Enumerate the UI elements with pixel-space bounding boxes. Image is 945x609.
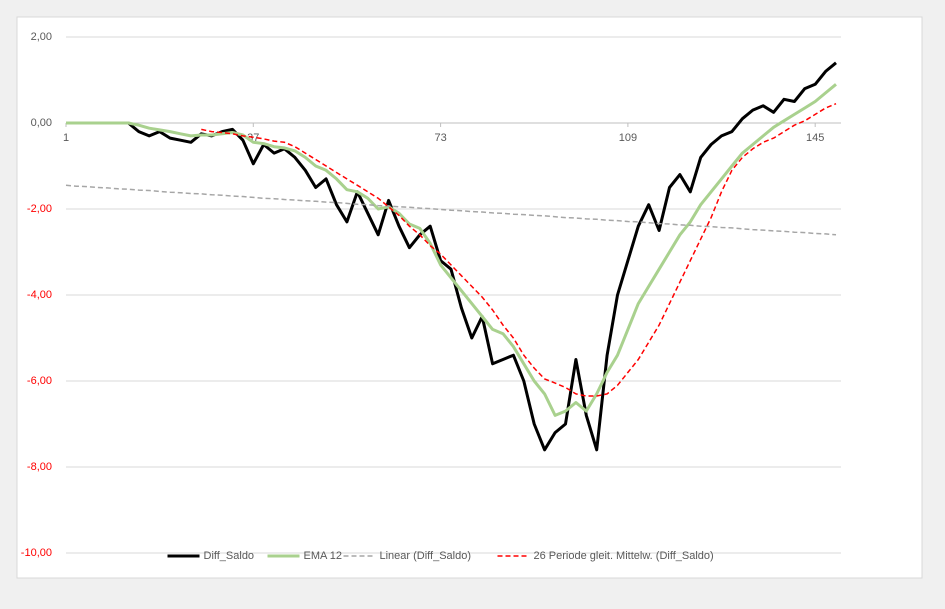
series-line	[66, 61, 837, 452]
x-tick-label: 1	[63, 132, 69, 144]
x-tick-label: 73	[434, 132, 446, 144]
y-tick-label: -2,00	[27, 203, 52, 215]
y-tick-label: -8,00	[27, 461, 52, 473]
legend-label: Linear (Diff_Saldo)	[380, 550, 472, 562]
legend-label: 26 Periode gleit. Mittelw. (Diff_Saldo)	[534, 550, 714, 562]
x-tick-label: 145	[806, 132, 824, 144]
series-line	[201, 103, 837, 397]
legend-label: EMA 12	[304, 550, 343, 562]
y-tick-label: 2,00	[31, 31, 52, 43]
y-tick-label: -4,00	[27, 289, 52, 301]
y-tick-label: 0,00	[31, 117, 52, 129]
y-tick-label: -6,00	[27, 375, 52, 387]
series-line	[66, 83, 837, 417]
y-tick-label: -10,00	[21, 547, 52, 559]
x-tick-label: 109	[619, 132, 637, 144]
series-line	[65, 184, 837, 236]
legend-label: Diff_Saldo	[204, 550, 255, 562]
